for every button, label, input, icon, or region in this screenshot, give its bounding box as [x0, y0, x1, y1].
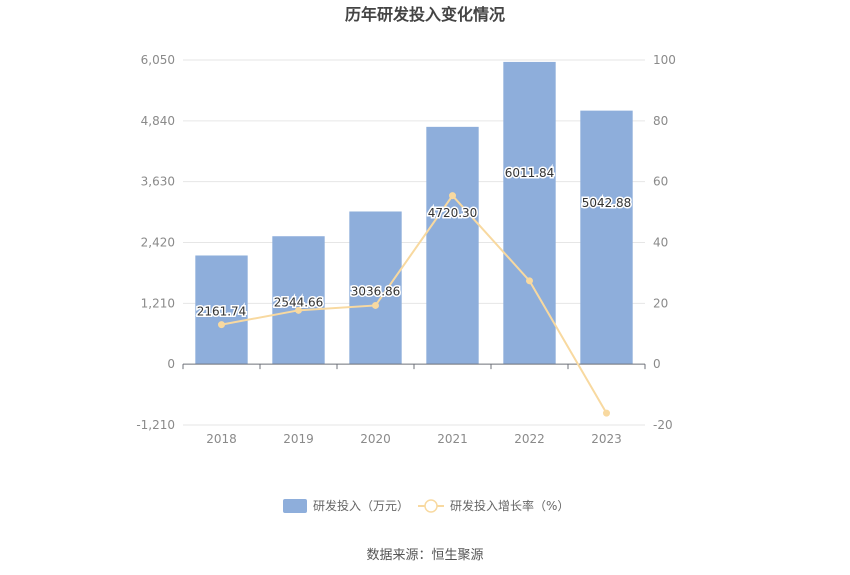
y-left-tick-label: 0 — [167, 357, 175, 371]
bar-layer — [195, 61, 633, 365]
bar[interactable] — [272, 236, 325, 365]
y-right-tick-label: 100 — [653, 53, 676, 67]
growth-point[interactable] — [295, 306, 302, 314]
x-tick-label: 2020 — [360, 432, 391, 446]
y-left-tick-label: 6,050 — [141, 53, 175, 67]
bar-data-label: 5042.88 — [582, 196, 632, 210]
bar-data-label: 6011.84 — [505, 166, 555, 180]
bar[interactable] — [580, 110, 633, 365]
y-right-tick-label: -20 — [653, 418, 673, 432]
legend-line-marker[interactable] — [424, 499, 438, 513]
y-right-tick-label: 60 — [653, 175, 668, 189]
growth-point[interactable] — [372, 301, 379, 309]
line-layer — [218, 192, 610, 417]
growth-point[interactable] — [526, 277, 533, 285]
chart-title: 历年研发投入变化情况 — [345, 5, 505, 24]
growth-point[interactable] — [449, 192, 456, 200]
growth-line — [221, 194, 608, 414]
legend[interactable]: 研发投入（万元） 研发投入增长率（%） — [283, 498, 569, 513]
y-left-tick-label: 3,630 — [141, 175, 175, 189]
y-right-tick-label: 0 — [653, 357, 661, 371]
x-tick-label: 2022 — [514, 432, 545, 446]
bar-data-label: 3036.86 — [351, 284, 401, 298]
bar[interactable] — [349, 211, 402, 365]
y-left-tick-label: 1,210 — [141, 296, 175, 310]
bar[interactable] — [503, 61, 556, 365]
y-left-tick-label: 4,840 — [141, 114, 175, 128]
legend-bar-label[interactable]: 研发投入（万元） — [313, 498, 409, 513]
y-left-tick-label: -1,210 — [136, 418, 175, 432]
bar-data-label: 2544.66 — [274, 296, 324, 310]
data-source: 数据来源：恒生聚源 — [366, 548, 483, 563]
bar-data-label: 2161.74 — [197, 304, 247, 318]
growth-point[interactable] — [603, 409, 610, 417]
legend-bar-swatch[interactable] — [283, 499, 307, 513]
bar[interactable] — [195, 255, 248, 365]
bar-data-label: 4720.30 — [428, 206, 478, 220]
y-right-tick-label: 20 — [653, 296, 668, 310]
grid-layer — [183, 59, 645, 426]
label-layer: 2161.74 2544.66 3036.86 4720.30 6011.84 5042.… — [195, 164, 633, 319]
growth-point[interactable] — [218, 321, 225, 329]
y-left-tick-label: 2,420 — [141, 236, 175, 250]
legend-line-label[interactable]: 研发投入增长率（%） — [450, 498, 569, 513]
x-tick-label: 2021 — [437, 432, 468, 446]
axis-layer: 6,050 4,840 3,630 2,420 1,210 0 -1,210 100 80 60 4… — [136, 53, 676, 446]
bar[interactable] — [426, 126, 479, 365]
x-tick-label: 2019 — [283, 432, 314, 446]
y-right-tick-label: 40 — [653, 236, 668, 250]
x-tick-label: 2018 — [206, 432, 237, 446]
x-tick-label: 2023 — [591, 432, 622, 446]
y-right-tick-label: 80 — [653, 114, 668, 128]
